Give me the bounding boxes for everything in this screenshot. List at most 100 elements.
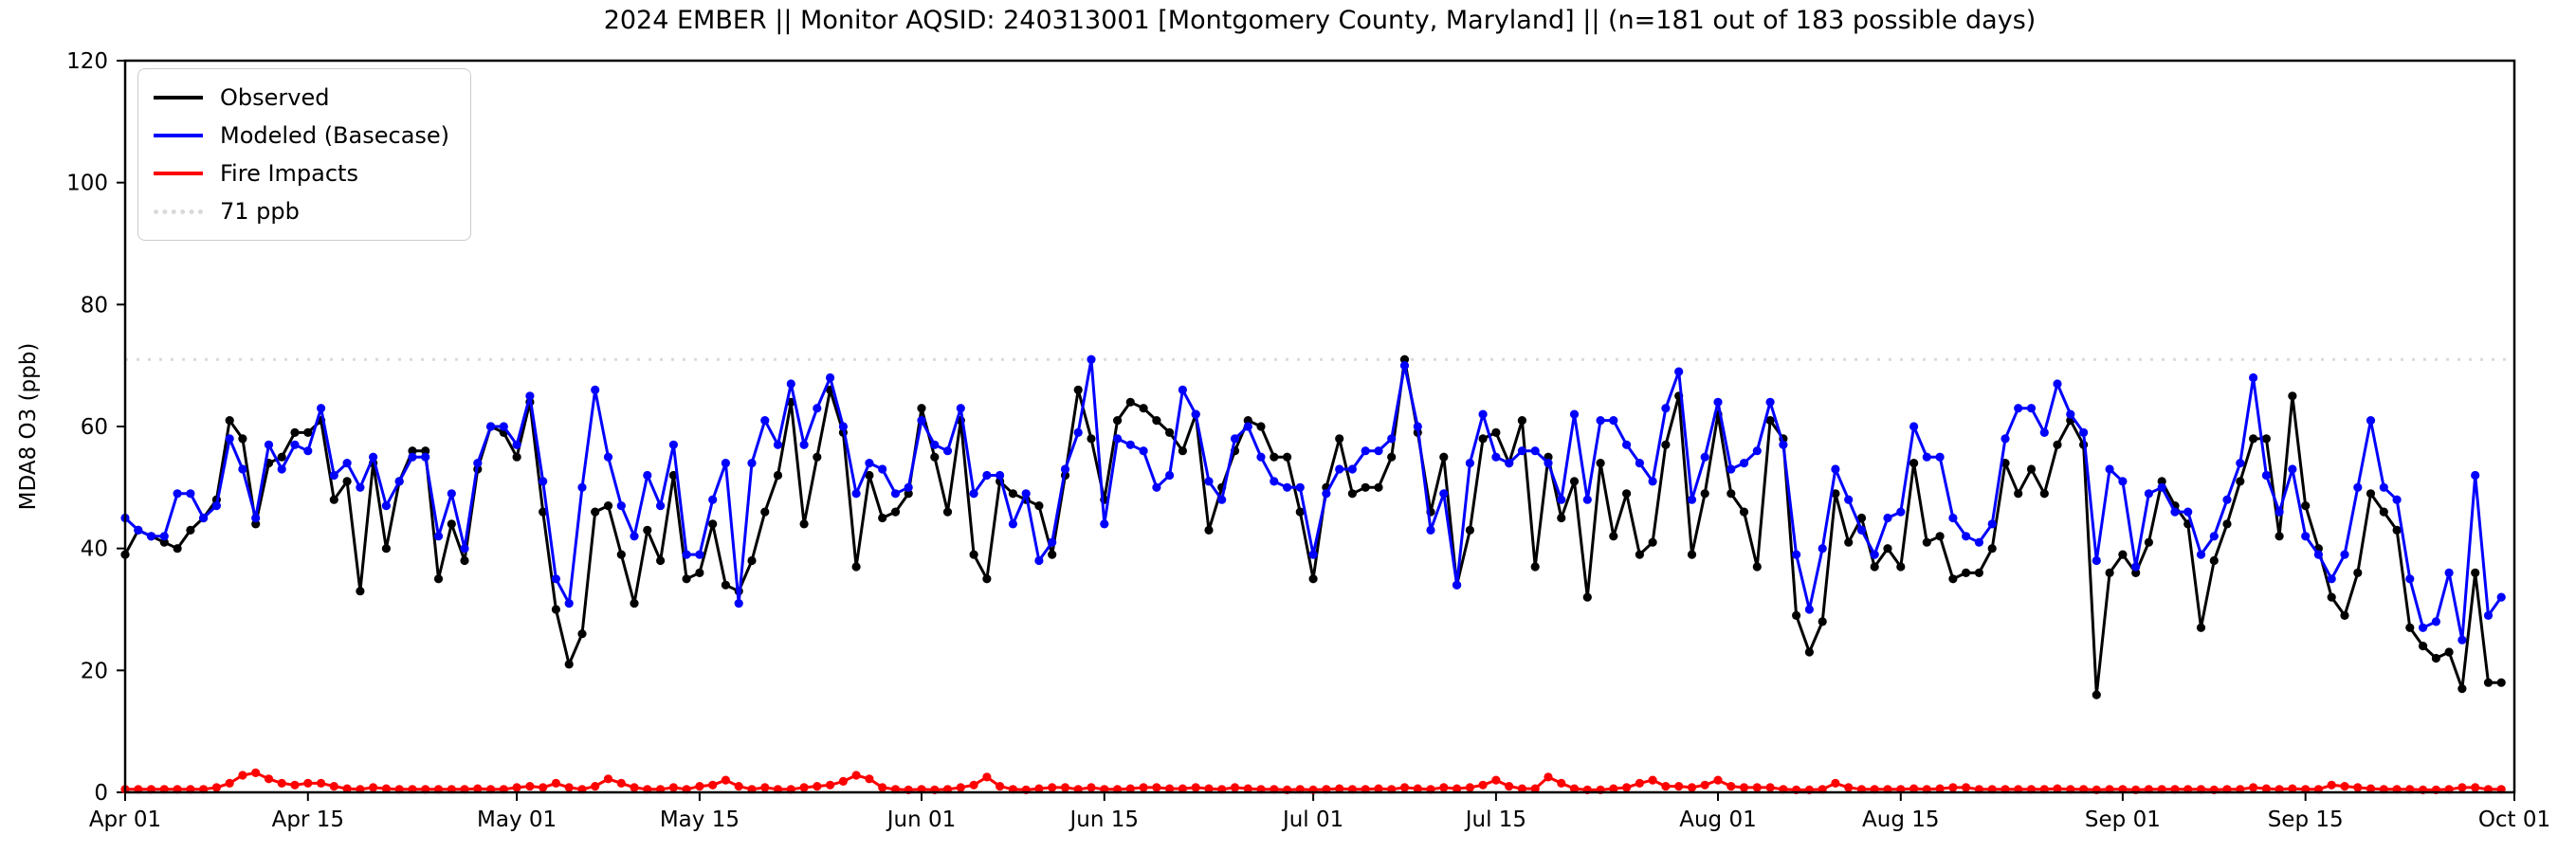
observed-marker xyxy=(2301,501,2311,511)
fire-impacts-marker xyxy=(564,783,574,792)
observed-marker xyxy=(290,427,300,437)
x-tick-label: Jun 15 xyxy=(1069,808,1140,832)
modeled-basecase-marker xyxy=(238,464,247,474)
observed-marker xyxy=(2222,519,2232,529)
fire-impacts-marker xyxy=(799,783,809,792)
y-tick-label: 40 xyxy=(81,537,108,562)
fire-impacts-marker xyxy=(721,775,731,785)
modeled-basecase-marker xyxy=(2405,574,2415,584)
fire-impacts-marker xyxy=(1544,772,1553,782)
fire-impacts-marker xyxy=(2366,784,2376,793)
observed-marker xyxy=(1308,574,1318,584)
observed-marker xyxy=(1752,562,1762,572)
observed-marker xyxy=(904,489,913,499)
observed-marker xyxy=(2144,537,2153,547)
observed-marker xyxy=(1883,544,1892,554)
modeled-basecase-marker xyxy=(408,452,417,462)
modeled-basecase-marker xyxy=(1243,422,1252,431)
modeled-basecase-marker xyxy=(1635,459,1644,468)
observed-marker xyxy=(173,544,182,554)
x-tick-label: Sep 15 xyxy=(2268,808,2344,832)
observed-marker xyxy=(1283,452,1292,462)
fire-impacts-marker xyxy=(1700,780,1709,789)
modeled-basecase-marker xyxy=(1335,464,1344,474)
modeled-basecase-marker xyxy=(1021,489,1031,499)
fire-impacts-marker xyxy=(211,783,221,792)
observed-marker xyxy=(616,550,626,559)
x-tick-label: Aug 01 xyxy=(1679,808,1757,832)
observed-marker xyxy=(1870,562,1879,572)
observed-marker xyxy=(329,495,338,504)
modeled-basecase-line xyxy=(123,357,2503,642)
fire-line-swatch xyxy=(154,172,203,175)
fire-impacts-marker xyxy=(1439,783,1449,792)
modeled-basecase-marker xyxy=(1491,452,1501,462)
modeled-basecase-marker xyxy=(1230,434,1240,444)
observed-marker xyxy=(1517,416,1526,426)
modeled-basecase-marker xyxy=(2301,532,2311,541)
observed-marker xyxy=(773,470,783,481)
observed-marker xyxy=(251,519,261,529)
fire-impacts-marker xyxy=(865,774,874,784)
fire-impacts-marker xyxy=(2471,783,2480,792)
fire-impacts-marker xyxy=(1557,778,1566,789)
modeled-basecase-marker xyxy=(1439,489,1449,499)
modeled-basecase-marker xyxy=(1505,459,1514,468)
observed-marker xyxy=(2092,690,2101,699)
fire-impacts-marker xyxy=(1491,775,1501,785)
observed-marker xyxy=(2457,684,2467,694)
modeled-basecase-marker xyxy=(551,574,561,584)
observed-marker xyxy=(2157,477,2166,486)
observed-marker xyxy=(2275,532,2284,541)
observed-marker xyxy=(890,507,901,517)
fire-impacts-marker xyxy=(1948,783,1958,792)
fire-impacts-marker xyxy=(2340,782,2349,791)
observed-marker xyxy=(643,525,652,535)
fire-impacts-marker xyxy=(251,768,261,778)
observed-marker xyxy=(342,477,352,486)
modeled-basecase-marker xyxy=(1831,464,1840,474)
observed-marker xyxy=(2392,525,2402,535)
fire-impacts-marker xyxy=(225,778,234,789)
modeled-basecase-marker xyxy=(708,495,718,504)
modeled-basecase-marker xyxy=(1765,397,1775,407)
modeled-basecase-marker xyxy=(199,513,209,523)
fire-impacts-marker xyxy=(512,783,521,792)
fire-impacts-marker xyxy=(381,784,391,793)
modeled-basecase-marker xyxy=(460,544,469,554)
fire-impacts-marker xyxy=(2249,783,2258,792)
modeled-basecase-marker xyxy=(1648,477,1657,486)
modeled-basecase-marker xyxy=(1596,416,1605,426)
modeled-basecase-marker xyxy=(682,550,691,559)
observed-marker xyxy=(656,555,666,566)
observed-marker xyxy=(1818,617,1827,626)
x-tick-label: Sep 01 xyxy=(2085,808,2161,832)
modeled-basecase-marker xyxy=(2366,416,2376,426)
observed-marker xyxy=(2118,550,2128,559)
modeled-basecase-marker xyxy=(1295,482,1305,492)
modeled-basecase-marker xyxy=(2222,495,2232,504)
fire-impacts-marker xyxy=(838,776,849,787)
fire-impacts-marker xyxy=(1478,780,1488,789)
fire-impacts-marker xyxy=(317,778,326,789)
modeled-basecase-marker xyxy=(826,372,835,383)
modeled-basecase-marker xyxy=(813,404,822,413)
modeled-basecase-marker xyxy=(982,470,992,481)
fire-impacts-marker xyxy=(1034,784,1044,793)
fire-impacts-marker xyxy=(982,772,992,782)
modeled-basecase-marker xyxy=(1557,495,1566,504)
modeled-basecase-marker xyxy=(1139,446,1148,456)
modeled-basecase-marker xyxy=(996,470,1005,481)
y-tick-label: 20 xyxy=(81,659,108,683)
observed-marker xyxy=(1557,513,1566,523)
modeled-basecase-marker xyxy=(799,440,809,449)
modeled-basecase-marker xyxy=(1361,446,1370,456)
legend-label: Observed xyxy=(220,84,330,111)
observed-marker xyxy=(1530,562,1540,572)
modeled-basecase-marker xyxy=(2379,482,2388,492)
observed-marker xyxy=(1399,354,1410,364)
fire-impacts-marker xyxy=(1609,784,1618,793)
fire-impacts-marker xyxy=(851,771,861,780)
modeled-basecase-marker xyxy=(773,440,783,449)
observed-marker xyxy=(2405,623,2415,632)
